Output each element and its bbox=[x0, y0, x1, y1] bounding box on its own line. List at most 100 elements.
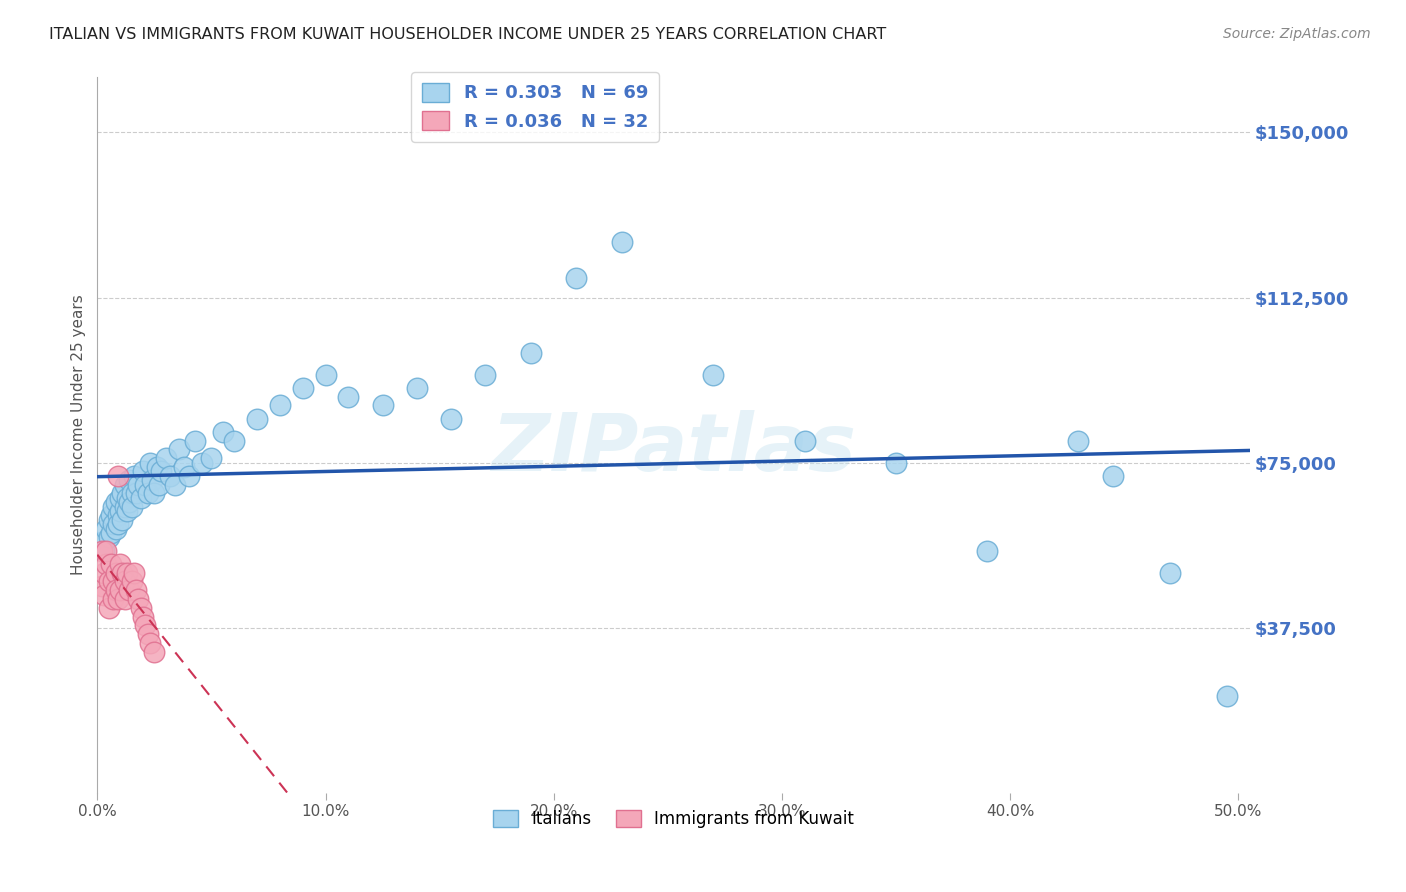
Point bbox=[122, 566, 145, 580]
Legend: Italians, Immigrants from Kuwait: Italians, Immigrants from Kuwait bbox=[486, 803, 860, 834]
Point bbox=[108, 504, 131, 518]
Point bbox=[211, 425, 233, 439]
Point bbox=[200, 451, 222, 466]
Point bbox=[104, 566, 127, 580]
Point bbox=[97, 574, 120, 589]
Point bbox=[103, 592, 125, 607]
Text: Source: ZipAtlas.com: Source: ZipAtlas.com bbox=[1223, 27, 1371, 41]
Point bbox=[191, 456, 214, 470]
Point bbox=[129, 600, 152, 615]
Point bbox=[136, 627, 159, 641]
Point bbox=[104, 583, 127, 598]
Point bbox=[121, 574, 143, 589]
Point bbox=[702, 368, 724, 382]
Point bbox=[474, 368, 496, 382]
Point bbox=[96, 557, 118, 571]
Point bbox=[96, 522, 118, 536]
Point bbox=[127, 477, 149, 491]
Point bbox=[148, 477, 170, 491]
Point bbox=[291, 381, 314, 395]
Point bbox=[143, 645, 166, 659]
Point bbox=[107, 468, 129, 483]
Point bbox=[115, 491, 138, 505]
Point bbox=[111, 513, 134, 527]
Point bbox=[90, 579, 112, 593]
Point bbox=[173, 459, 195, 474]
Point bbox=[93, 566, 115, 580]
Point bbox=[224, 434, 246, 448]
Point bbox=[565, 270, 588, 285]
Point bbox=[793, 434, 815, 448]
Point bbox=[118, 473, 141, 487]
Point bbox=[246, 411, 269, 425]
Point bbox=[371, 398, 394, 412]
Point bbox=[127, 592, 149, 607]
Point bbox=[976, 543, 998, 558]
Point bbox=[121, 486, 143, 500]
Point bbox=[100, 557, 122, 571]
Point bbox=[100, 508, 122, 523]
Point bbox=[93, 588, 115, 602]
Point bbox=[1159, 566, 1181, 580]
Point bbox=[1067, 434, 1090, 448]
Point bbox=[115, 566, 138, 580]
Point bbox=[129, 491, 152, 505]
Point bbox=[104, 522, 127, 536]
Point bbox=[96, 543, 118, 558]
Y-axis label: Householder Income Under 25 years: Householder Income Under 25 years bbox=[72, 294, 86, 575]
Point bbox=[141, 473, 163, 487]
Point bbox=[97, 513, 120, 527]
Point bbox=[111, 486, 134, 500]
Point bbox=[139, 456, 162, 470]
Point bbox=[1101, 468, 1123, 483]
Point bbox=[118, 583, 141, 598]
Text: ITALIAN VS IMMIGRANTS FROM KUWAIT HOUSEHOLDER INCOME UNDER 25 YEARS CORRELATION : ITALIAN VS IMMIGRANTS FROM KUWAIT HOUSEH… bbox=[49, 27, 886, 42]
Point bbox=[114, 477, 136, 491]
Point bbox=[103, 517, 125, 532]
Text: ZIPatlas: ZIPatlas bbox=[491, 410, 856, 488]
Point bbox=[97, 600, 120, 615]
Point bbox=[150, 464, 173, 478]
Point bbox=[136, 486, 159, 500]
Point bbox=[125, 486, 148, 500]
Point bbox=[107, 517, 129, 532]
Point bbox=[118, 495, 141, 509]
Point bbox=[134, 618, 156, 632]
Point bbox=[107, 508, 129, 523]
Point bbox=[122, 468, 145, 483]
Point bbox=[884, 456, 907, 470]
Point bbox=[103, 500, 125, 514]
Point bbox=[111, 566, 134, 580]
Point bbox=[121, 500, 143, 514]
Point bbox=[103, 574, 125, 589]
Point bbox=[108, 583, 131, 598]
Point bbox=[107, 592, 129, 607]
Point bbox=[315, 368, 337, 382]
Point bbox=[134, 477, 156, 491]
Point bbox=[145, 459, 167, 474]
Point bbox=[440, 411, 463, 425]
Point bbox=[108, 491, 131, 505]
Point bbox=[132, 464, 155, 478]
Point bbox=[100, 526, 122, 541]
Point bbox=[163, 477, 186, 491]
Point bbox=[143, 486, 166, 500]
Point bbox=[155, 451, 177, 466]
Point bbox=[125, 583, 148, 598]
Point bbox=[610, 235, 633, 250]
Point bbox=[139, 636, 162, 650]
Point bbox=[405, 381, 427, 395]
Point bbox=[169, 442, 191, 457]
Point bbox=[114, 592, 136, 607]
Point bbox=[108, 557, 131, 571]
Point bbox=[159, 468, 181, 483]
Point bbox=[97, 530, 120, 544]
Point bbox=[132, 609, 155, 624]
Point bbox=[177, 468, 200, 483]
Point bbox=[90, 534, 112, 549]
Point bbox=[90, 543, 112, 558]
Point bbox=[93, 543, 115, 558]
Point bbox=[520, 345, 543, 359]
Point bbox=[337, 390, 360, 404]
Point bbox=[114, 574, 136, 589]
